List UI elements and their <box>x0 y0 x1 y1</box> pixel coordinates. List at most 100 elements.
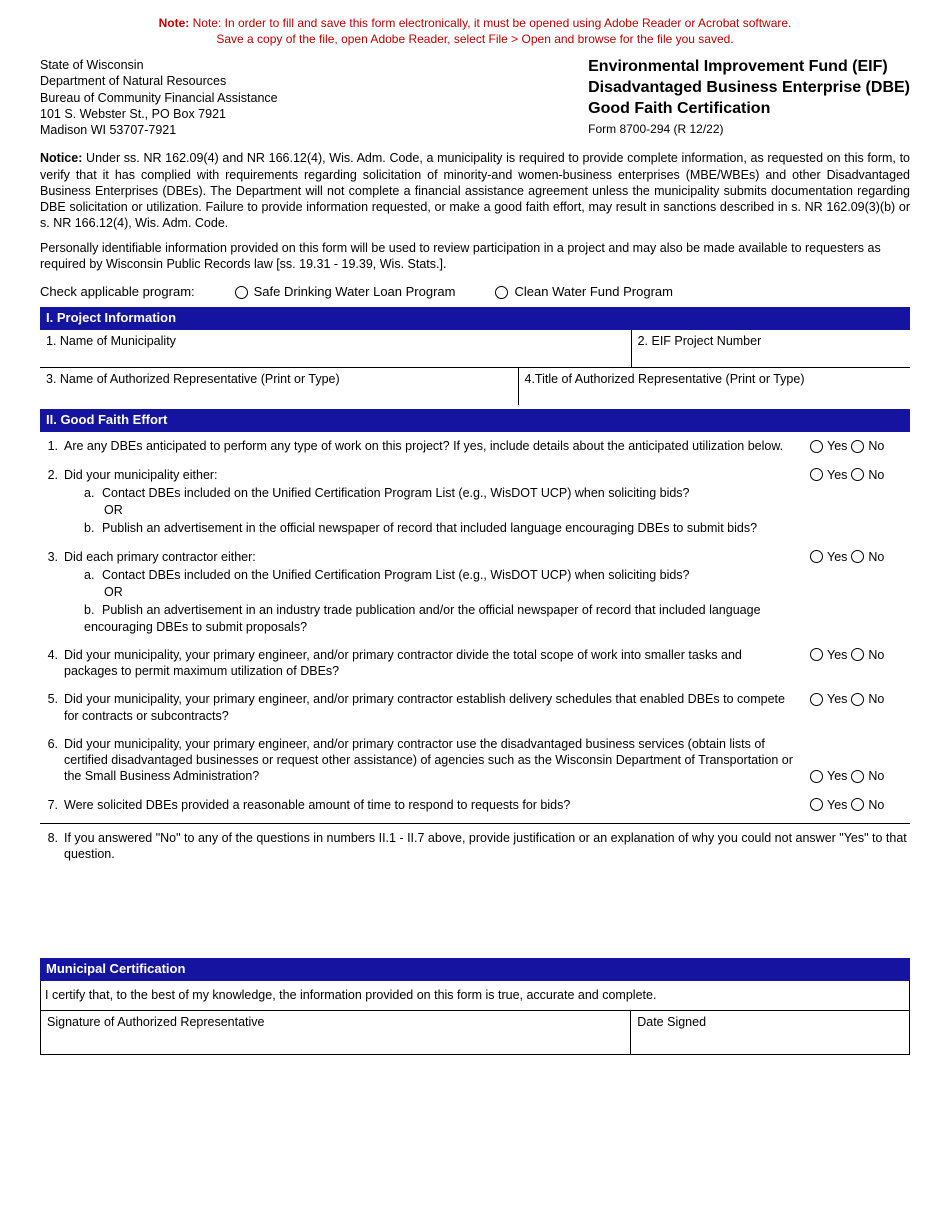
q6-no-radio[interactable] <box>851 770 864 783</box>
q1-text: Are any DBEs anticipated to perform any … <box>64 438 810 454</box>
q2-or: OR <box>64 502 798 518</box>
agency-l1: State of Wisconsin <box>40 57 278 73</box>
q2-body: Did your municipality either: a.Contact … <box>64 467 810 537</box>
q7-num: 7. <box>40 797 64 813</box>
q4-no-radio[interactable] <box>851 648 864 661</box>
q3a-label: a. <box>84 567 102 583</box>
form-title-block: Environmental Improvement Fund (EIF) Dis… <box>588 57 910 137</box>
q6-text: Did your municipality, your primary engi… <box>64 736 810 785</box>
q2b: b.Publish an advertisement in the offici… <box>64 520 798 536</box>
q7-no-radio[interactable] <box>851 798 864 811</box>
q2-num: 2. <box>40 467 64 483</box>
q7-text: Were solicited DBEs provided a reasonabl… <box>64 797 810 813</box>
q7-yn: Yes No <box>810 797 910 813</box>
q6-yn: Yes No <box>810 768 910 784</box>
q4-text: Did your municipality, your primary engi… <box>64 647 810 680</box>
q2-lead: Did your municipality either: <box>64 467 798 483</box>
program-opt1: Safe Drinking Water Loan Program <box>254 284 456 301</box>
q3b-text: Publish an advertisement in an industry … <box>84 603 761 633</box>
q1-yn: Yes No <box>810 438 910 454</box>
q6-num: 6. <box>40 736 64 752</box>
date-signed-field[interactable]: Date Signed <box>631 1011 909 1054</box>
yes-label: Yes <box>827 691 847 707</box>
no-label: No <box>868 768 884 784</box>
q2b-label: b. <box>84 520 102 536</box>
q5-no-radio[interactable] <box>851 693 864 706</box>
cert-statement: I certify that, to the best of my knowle… <box>41 981 909 1010</box>
q8-row: 8. If you answered "No" to any of the qu… <box>40 824 910 869</box>
q2-yes-radio[interactable] <box>810 468 823 481</box>
field-rep-name-label: 3. Name of Authorized Representative (Pr… <box>46 372 340 386</box>
radio-cwfp[interactable]: Clean Water Fund Program <box>495 284 672 301</box>
program-select-row: Check applicable program: Safe Drinking … <box>40 284 910 301</box>
title-l1: Environmental Improvement Fund (EIF) <box>588 57 910 78</box>
field-municipality[interactable]: 1. Name of Municipality <box>40 330 632 368</box>
form-header: State of Wisconsin Department of Natural… <box>40 57 910 138</box>
q2a-text: Contact DBEs included on the Unified Cer… <box>102 486 690 500</box>
q5-text: Did your municipality, your primary engi… <box>64 691 810 724</box>
q4-yn: Yes No <box>810 647 910 663</box>
section1-row2: 3. Name of Authorized Representative (Pr… <box>40 368 910 405</box>
form-number: Form 8700-294 (R 12/22) <box>588 122 910 138</box>
field-eif-number[interactable]: 2. EIF Project Number <box>632 330 910 368</box>
field-rep-name[interactable]: 3. Name of Authorized Representative (Pr… <box>40 368 519 405</box>
q7-yes-radio[interactable] <box>810 798 823 811</box>
section1-row1: 1. Name of Municipality 2. EIF Project N… <box>40 330 910 368</box>
q8-answer-space[interactable] <box>40 868 910 958</box>
q1-no-radio[interactable] <box>851 440 864 453</box>
top-note: Note: Note: In order to fill and save th… <box>40 16 910 47</box>
no-label: No <box>868 797 884 813</box>
q3-row: 3. Did each primary contractor either: a… <box>40 543 910 641</box>
q4-yes-radio[interactable] <box>810 648 823 661</box>
field-municipality-label: 1. Name of Municipality <box>46 334 176 348</box>
signature-label: Signature of Authorized Representative <box>47 1015 265 1029</box>
yes-label: Yes <box>827 797 847 813</box>
q2a: a.Contact DBEs included on the Unified C… <box>64 485 798 501</box>
note-label: Note: <box>159 16 190 30</box>
agency-l4: 101 S. Webster St., PO Box 7921 <box>40 106 278 122</box>
yes-label: Yes <box>827 647 847 663</box>
q2-no-radio[interactable] <box>851 468 864 481</box>
notice-block: Notice: Under ss. NR 162.09(4) and NR 16… <box>40 150 910 231</box>
notice-body: Under ss. NR 162.09(4) and NR 166.12(4),… <box>40 151 910 230</box>
q3-yn: Yes No <box>810 549 910 565</box>
q2-yn: Yes No <box>810 467 910 483</box>
date-signed-label: Date Signed <box>637 1015 706 1029</box>
q1-num: 1. <box>40 438 64 454</box>
note-line2: Save a copy of the file, open Adobe Read… <box>216 32 733 46</box>
radio-sdwlp[interactable]: Safe Drinking Water Loan Program <box>235 284 456 301</box>
yes-label: Yes <box>827 438 847 454</box>
q5-row: 5. Did your municipality, your primary e… <box>40 685 910 730</box>
q1-yes-radio[interactable] <box>810 440 823 453</box>
q4-row: 4. Did your municipality, your primary e… <box>40 641 910 686</box>
yes-label: Yes <box>827 467 847 483</box>
radio-icon <box>235 286 248 299</box>
program-label: Check applicable program: <box>40 284 195 301</box>
yes-label: Yes <box>827 768 847 784</box>
q3b: b.Publish an advertisement in an industr… <box>64 602 798 635</box>
agency-l2: Department of Natural Resources <box>40 73 278 89</box>
q5-yn: Yes No <box>810 691 910 707</box>
signature-field[interactable]: Signature of Authorized Representative <box>41 1011 631 1054</box>
agency-l3: Bureau of Community Financial Assistance <box>40 90 278 106</box>
agency-address: State of Wisconsin Department of Natural… <box>40 57 278 138</box>
notice-pii: Personally identifiable information prov… <box>40 240 910 273</box>
note-line1: Note: In order to fill and save this for… <box>193 16 792 30</box>
field-rep-title-label: 4.Title of Authorized Representative (Pr… <box>525 372 805 386</box>
agency-l5: Madison WI 53707-7921 <box>40 122 278 138</box>
no-label: No <box>868 549 884 565</box>
section1-bar: I. Project Information <box>40 307 910 330</box>
field-rep-title[interactable]: 4.Title of Authorized Representative (Pr… <box>519 368 911 405</box>
q3-no-radio[interactable] <box>851 550 864 563</box>
notice-bold: Notice: <box>40 151 82 165</box>
title-l2: Disadvantaged Business Enterprise (DBE) <box>588 78 910 99</box>
q6-yes-radio[interactable] <box>810 770 823 783</box>
q3-yes-radio[interactable] <box>810 550 823 563</box>
q3-body: Did each primary contractor either: a.Co… <box>64 549 810 635</box>
no-label: No <box>868 467 884 483</box>
program-opt2: Clean Water Fund Program <box>514 284 672 301</box>
cert-sig-row: Signature of Authorized Representative D… <box>41 1011 909 1054</box>
q3a: a.Contact DBEs included on the Unified C… <box>64 567 798 583</box>
q4-num: 4. <box>40 647 64 663</box>
q5-yes-radio[interactable] <box>810 693 823 706</box>
